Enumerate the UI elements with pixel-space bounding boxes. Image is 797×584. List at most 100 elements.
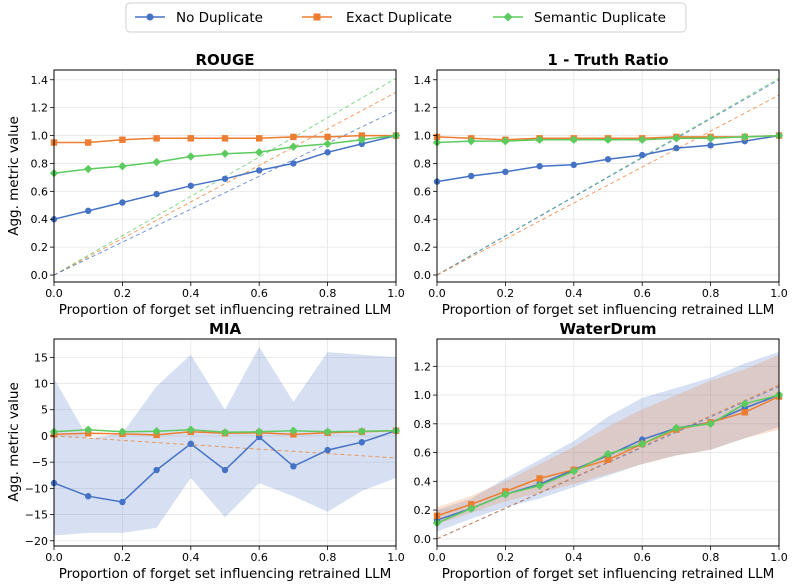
y-axis-label: Agg. metric value [6, 116, 22, 236]
y-tick-label: 0.4 [31, 213, 49, 226]
y-tick-label: 1.4 [414, 74, 432, 87]
point-semantic-duplicate [357, 427, 366, 436]
point-semantic-duplicate [152, 157, 161, 167]
point-semantic-duplicate [323, 139, 332, 149]
point-exact-duplicate [290, 133, 297, 141]
point-semantic-duplicate [84, 425, 93, 434]
x-tick-label: 0.0 [45, 287, 63, 300]
x-tick-label: 0.2 [114, 551, 132, 564]
point-exact-duplicate [604, 456, 612, 463]
point-semantic-duplicate [535, 135, 544, 144]
y-tick-label: 0.0 [414, 269, 432, 282]
y-tick-label: 0.2 [31, 241, 49, 254]
x-axis-label: Proportion of forget set influencing ret… [442, 566, 775, 582]
y-tick-label: 0.0 [31, 269, 49, 282]
x-tick-label: 0.4 [565, 287, 583, 300]
point-semantic-duplicate [118, 162, 127, 171]
y-tick-label: 0.8 [414, 418, 432, 431]
x-tick-label: 0.8 [702, 551, 720, 564]
point-semantic-duplicate [152, 427, 161, 436]
point-semantic-duplicate [255, 148, 264, 157]
band-no-duplicate [437, 351, 779, 532]
point-semantic-duplicate [84, 164, 93, 174]
point-exact-duplicate [256, 135, 263, 142]
point-semantic-duplicate [118, 427, 127, 436]
point-no-duplicate [221, 466, 229, 474]
legend-marker-no-duplicate [146, 13, 154, 21]
y-tick-label: −15 [25, 509, 48, 522]
panel-title: 1 - Truth Ratio [547, 51, 668, 69]
band-exact-duplicate [437, 354, 779, 525]
x-tick-label: 0.0 [428, 287, 446, 300]
panel-rouge: 0.0 0.2 0.4 0.6 0.8 1.0 0.0 0.2 0.4 0.6 0.8 1.0 1.2 1… [6, 51, 405, 318]
x-tick-label: 1.0 [770, 287, 788, 300]
x-axis-label: Proportion of forget set influencing ret… [59, 566, 392, 582]
point-no-duplicate [502, 168, 509, 176]
axes-frame [53, 338, 397, 547]
point-semantic-duplicate [638, 135, 647, 144]
y-tick-label: 1.2 [414, 360, 432, 373]
point-exact-duplicate [536, 475, 543, 482]
point-no-duplicate [570, 161, 577, 169]
point-semantic-duplicate [186, 425, 195, 434]
point-semantic-duplicate [501, 136, 510, 146]
y-tick-label: 1.2 [31, 102, 49, 115]
x-tick-label: 0.4 [182, 551, 200, 564]
point-no-duplicate [673, 144, 680, 152]
x-tick-label: 0.0 [428, 551, 446, 564]
point-no-duplicate [290, 463, 297, 470]
point-semantic-duplicate [220, 428, 230, 437]
point-exact-duplicate [187, 135, 194, 142]
x-tick-label: 0.0 [45, 551, 63, 564]
y-tick-label: 0.6 [31, 185, 49, 198]
point-no-duplicate [119, 498, 126, 506]
point-no-duplicate [256, 167, 263, 174]
point-exact-duplicate [85, 139, 92, 146]
point-no-duplicate [153, 190, 160, 198]
point-exact-duplicate [468, 501, 475, 508]
reference-line [54, 91, 396, 276]
y-tick-label: 0.8 [31, 157, 49, 170]
point-semantic-duplicate [289, 142, 298, 151]
point-no-duplicate [187, 440, 194, 448]
point-no-duplicate [468, 172, 475, 180]
legend: No Duplicate Exact Duplicate Semantic Du… [125, 2, 687, 33]
reference-line [437, 94, 779, 276]
x-axis-label: Proportion of forget set influencing ret… [442, 302, 775, 318]
y-tick-label: 0 [41, 430, 48, 443]
x-tick-label: 0.4 [182, 287, 200, 300]
y-tick-label: −5 [32, 456, 48, 469]
panel-title: ROUGE [195, 51, 254, 69]
y-tick-label: 10 [34, 378, 48, 391]
x-tick-label: 0.6 [633, 551, 651, 564]
x-tick-label: 0.6 [250, 287, 268, 300]
legend-marker-semantic-duplicate [503, 12, 513, 22]
y-tick-label: −10 [25, 482, 48, 495]
x-tick-label: 0.6 [633, 287, 651, 300]
x-tick-label: 0.2 [497, 551, 515, 564]
point-no-duplicate [324, 149, 331, 156]
point-no-duplicate [639, 151, 646, 159]
point-no-duplicate [153, 466, 160, 474]
point-semantic-duplicate [706, 419, 715, 429]
point-semantic-duplicate [323, 427, 332, 436]
point-semantic-duplicate [672, 134, 681, 143]
y-axis-label: Agg. metric value [6, 382, 22, 502]
point-exact-duplicate [119, 136, 126, 143]
point-semantic-duplicate [186, 152, 195, 161]
point-semantic-duplicate [467, 136, 476, 146]
x-tick-label: 1.0 [387, 287, 405, 300]
y-tick-label: 0.4 [414, 213, 432, 226]
reference-line [437, 79, 779, 276]
panel-mia: 0.0 0.2 0.4 0.6 0.8 1.0 −20 −15 −10 −5 0 5 10 15 MIA Pr… [6, 320, 405, 582]
point-semantic-duplicate [467, 504, 476, 513]
x-tick-label: 0.4 [565, 551, 583, 564]
legend-marker-exact-duplicate [313, 13, 321, 21]
legend-frame [125, 2, 687, 33]
point-no-duplicate [221, 175, 229, 182]
point-no-duplicate [290, 160, 297, 167]
y-tick-label: 0.2 [414, 241, 432, 254]
point-exact-duplicate [741, 409, 748, 416]
x-tick-label: 0.2 [497, 287, 515, 300]
